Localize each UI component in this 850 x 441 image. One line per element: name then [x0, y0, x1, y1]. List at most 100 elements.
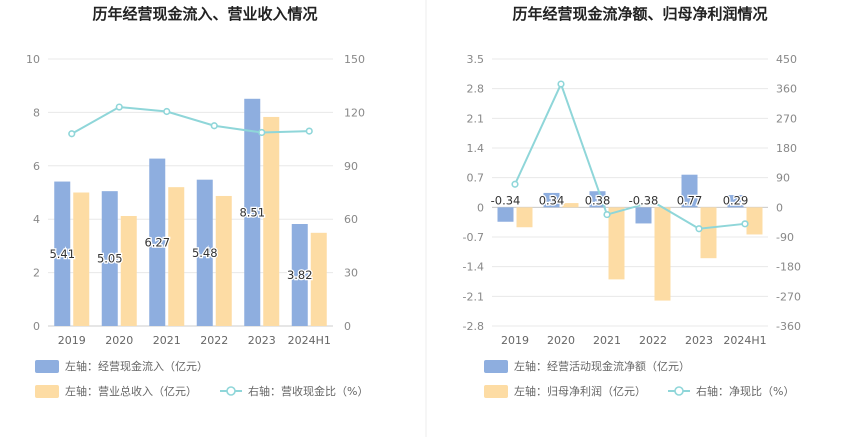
bar-secondary: [168, 187, 185, 326]
y-right-tick-label: 150: [344, 53, 365, 66]
bar-primary: [54, 181, 71, 326]
y-left-tick-label: 0: [33, 320, 40, 333]
y-right-tick-label: 270: [776, 112, 797, 125]
y-left-tick-label: 3.5: [467, 53, 485, 66]
chart-title: 历年经营现金流入、营业收入情况: [92, 5, 317, 23]
legend-swatch-line-marker: [226, 386, 236, 396]
bar-data-label: 5.05: [97, 252, 123, 266]
chart-net-cashflow-profit: 历年经营现金流净额、归母净利润情况 -2.8 -2.1 -1.4 -0.7 0 0.7 1.4…: [463, 5, 801, 398]
x-tick-label: 2024H1: [723, 334, 766, 347]
ratio-point: [305, 127, 313, 135]
bar-data-label: -0.34: [491, 193, 521, 207]
ratio-point: [163, 107, 171, 116]
ratio-line: [71, 106, 310, 135]
bar-primary: [196, 179, 213, 326]
x-tick-label: 2019: [501, 334, 529, 347]
y-left-tick-label: 0: [477, 201, 484, 214]
y-left-tick-label: -1.4: [463, 261, 484, 274]
bar-data-label: 0.34: [539, 193, 565, 207]
y-right-tick-label: -270: [776, 290, 801, 303]
y-right-tick-label: 0: [344, 320, 351, 333]
y-left-tick-label: -2.1: [463, 290, 484, 303]
x-tick-label: 2020: [105, 334, 133, 347]
bar-data-label: -0.38: [629, 193, 659, 207]
x-tick-label: 2022: [639, 334, 667, 347]
bar-primary: [727, 195, 744, 208]
ratio-point: [115, 103, 123, 111]
legend-label-line: 右轴：营收现金比（%）: [248, 384, 368, 398]
y-right-tick-label: 120: [344, 106, 365, 119]
bar-primary: [543, 192, 560, 208]
y-left-tick-label: 2.1: [467, 112, 485, 125]
bar-primary: [244, 98, 261, 327]
y-right-tick-label: 60: [344, 213, 358, 226]
legend-swatch-secondary: [35, 385, 59, 398]
ratio-point: [68, 130, 76, 138]
ratio-point: [741, 220, 749, 228]
legend-label-primary: 左轴：经营现金流入（亿元）: [65, 359, 208, 373]
bar-primary: [589, 191, 606, 208]
ratio-point: [210, 122, 218, 130]
legend-swatch-line-marker: [674, 386, 684, 396]
y-left-tick-label: -2.8: [463, 320, 484, 333]
x-tick-label: 2021: [593, 334, 621, 347]
y-left-tick-label: 1.4: [467, 142, 485, 155]
legend-swatch-secondary: [484, 385, 508, 398]
y-left-tick-label: -0.7: [463, 231, 484, 244]
x-tick-label: 2023: [248, 334, 276, 347]
legend-label-primary: 左轴：经营活动现金流净额（亿元）: [514, 359, 690, 373]
y-right-tick-label: 450: [776, 53, 797, 66]
ratio-point: [511, 180, 519, 188]
bar-primary: [291, 224, 308, 326]
bar-secondary: [263, 116, 280, 327]
y-right-tick-label: 0: [776, 201, 783, 214]
y-right-tick-label: 180: [776, 142, 797, 155]
bar-data-label: 3.82: [287, 268, 313, 282]
bar-primary: [149, 158, 166, 326]
y-left-tick-label: 0.7: [467, 172, 485, 185]
bar-data-label: 0.29: [723, 193, 749, 207]
bar-data-label: 6.27: [144, 235, 170, 249]
ratio-point: [557, 80, 565, 88]
ratio-point: [695, 225, 703, 233]
x-tick-label: 2021: [153, 334, 181, 347]
legend-swatch-primary: [35, 360, 59, 373]
x-tick-label: 2019: [58, 334, 86, 347]
y-right-tick-label: 90: [344, 160, 358, 173]
bar-data-label: 5.41: [49, 247, 75, 261]
y-right-tick-label: -180: [776, 261, 801, 274]
legend-label-line: 右轴：净现比（%）: [696, 384, 794, 398]
ratio-line: [514, 81, 746, 230]
x-tick-label: 2023: [685, 334, 713, 347]
y-left-tick-label: 6: [33, 160, 40, 173]
y-left-tick-label: 2.8: [467, 83, 485, 96]
bar-secondary: [608, 207, 625, 280]
y-left-tick-label: 4: [33, 213, 40, 226]
legend-label-secondary: 左轴：归母净利润（亿元）: [514, 384, 646, 398]
bar-data-label: 0.77: [677, 193, 703, 207]
bar-secondary: [700, 207, 717, 259]
y-right-tick-label: -90: [776, 231, 794, 244]
y-left-tick-label: 10: [26, 53, 40, 66]
bar-secondary: [516, 207, 533, 228]
ratio-point: [649, 198, 657, 206]
legend-label-secondary: 左轴：营业总收入（亿元）: [65, 384, 197, 398]
bar-data-label: 0.38: [585, 193, 611, 207]
y-left-tick-label: 2: [33, 267, 40, 280]
bar-data-label: 5.48: [192, 246, 218, 260]
bar-data-label: 8.51: [239, 205, 265, 219]
bar-secondary: [746, 207, 763, 235]
y-right-tick-label: -360: [776, 320, 801, 333]
x-tick-label: 2024H1: [288, 334, 331, 347]
y-right-tick-label: 90: [776, 172, 790, 185]
y-right-tick-label: 360: [776, 83, 797, 96]
bar-primary: [681, 174, 698, 208]
chart-title: 历年经营现金流净额、归母净利润情况: [512, 5, 767, 23]
bar-secondary: [73, 192, 90, 326]
y-right-tick-label: 30: [344, 267, 358, 280]
bar-secondary: [654, 207, 671, 301]
bar-secondary: [310, 232, 327, 326]
bar-secondary: [215, 195, 232, 326]
